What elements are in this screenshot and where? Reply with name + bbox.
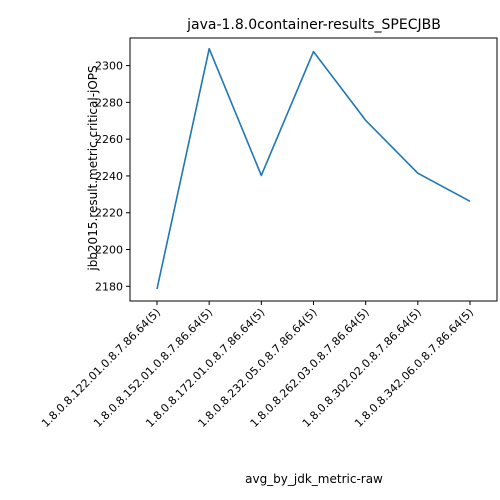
plot-frame	[129, 37, 498, 302]
x-axis-ticks: 1.8.0.8.122.01.0.8.7.86.64(5)1.8.0.8.152…	[39, 301, 476, 430]
y-tick-label: 2300	[95, 60, 123, 73]
series-group	[156, 47, 471, 290]
y-tick-label: 2240	[95, 170, 123, 183]
y-tick-label: 2280	[95, 96, 123, 109]
y-axis-label: jbb2015.result.metric.critical-jOPS	[86, 65, 100, 271]
y-tick-label: 2260	[95, 133, 123, 146]
series-line	[156, 47, 471, 290]
chart-title: java-1.8.0container-results_SPECJBB	[186, 17, 441, 33]
plot-area-border	[129, 37, 498, 302]
y-tick-label: 2220	[95, 207, 123, 220]
y-tick-label: 2200	[95, 244, 123, 257]
y-axis-ticks: 2180 2200 2220 2240 2260 2280 2300	[95, 60, 130, 293]
y-tick-label: 2180	[95, 280, 123, 293]
x-axis-label: avg_by_jdk_metric-raw	[245, 472, 383, 486]
